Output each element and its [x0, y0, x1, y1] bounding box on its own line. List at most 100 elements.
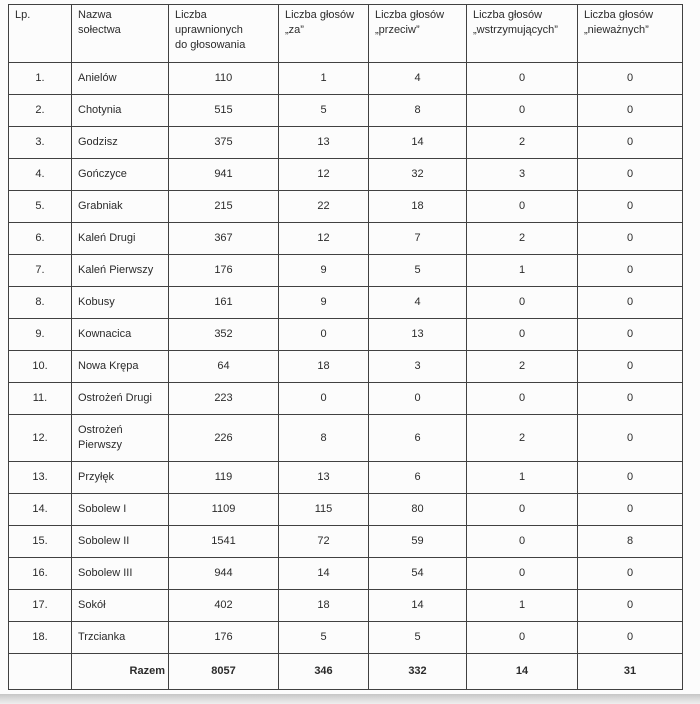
cell-votes-against: 5 — [368, 254, 467, 287]
table-row: 9. Kownacica 352 0 13 0 0 — [8, 318, 683, 351]
cell-votes-abstain: 0 — [466, 62, 578, 95]
cell-name: Przyłęk — [71, 461, 169, 494]
cell-votes-invalid: 0 — [577, 589, 683, 622]
cell-lp: 13. — [8, 461, 72, 494]
cell-votes-abstain: 0 — [466, 525, 578, 558]
table-row: 3. Godzisz 375 13 14 2 0 — [8, 126, 683, 159]
cell-votes-against: 6 — [368, 461, 467, 494]
cell-votes-abstain: 2 — [466, 126, 578, 159]
cell-name: Gończyce — [71, 158, 169, 191]
cell-votes-for: 1 — [278, 62, 369, 95]
cell-eligible: 1541 — [168, 525, 279, 558]
cell-votes-abstain: 1 — [466, 589, 578, 622]
table-row: 6. Kaleń Drugi 367 12 7 2 0 — [8, 222, 683, 255]
cell-lp: 7. — [8, 254, 72, 287]
cell-votes-for: 9 — [278, 254, 369, 287]
cell-votes-against: 59 — [368, 525, 467, 558]
table-row: 15. Sobolew II 1541 72 59 0 8 — [8, 525, 683, 558]
cell-lp: 18. — [8, 621, 72, 654]
cell-votes-invalid: 0 — [577, 286, 683, 319]
cell-votes-for: 18 — [278, 589, 369, 622]
cell-lp: 8. — [8, 286, 72, 319]
table-body: 1. Anielów 110 1 4 0 0 2. Chotynia 515 5 8 0 0 3. Godzi… — [8, 62, 683, 654]
cell-votes-against: 13 — [368, 318, 467, 351]
cell-votes-invalid: 0 — [577, 350, 683, 383]
column-header-votes-for: Liczba głosów „za” — [278, 4, 369, 63]
cell-name: Chotynia — [71, 94, 169, 127]
cell-votes-for: 13 — [278, 126, 369, 159]
cell-votes-against: 3 — [368, 350, 467, 383]
header-row: Lp. Nazwa sołectwa Liczba uprawnionych d… — [8, 4, 683, 63]
cell-votes-invalid: 0 — [577, 493, 683, 526]
cell-lp: 12. — [8, 414, 72, 462]
cell-name: Anielów — [71, 62, 169, 95]
cell-votes-invalid: 0 — [577, 158, 683, 191]
cell-votes-for: 115 — [278, 493, 369, 526]
cell-lp: 11. — [8, 382, 72, 415]
cell-lp: 5. — [8, 190, 72, 223]
cell-eligible: 367 — [168, 222, 279, 255]
cell-votes-for: 72 — [278, 525, 369, 558]
cell-votes-abstain: 0 — [466, 94, 578, 127]
table-row: 10. Nowa Krępa 64 18 3 2 0 — [8, 350, 683, 383]
cell-eligible: 944 — [168, 557, 279, 590]
cell-votes-abstain: 1 — [466, 254, 578, 287]
cell-eligible: 352 — [168, 318, 279, 351]
cell-votes-abstain: 2 — [466, 414, 578, 462]
scan-edge-shadow — [0, 694, 700, 704]
cell-votes-against: 14 — [368, 589, 467, 622]
table-row: 14. Sobolew I 1109 115 80 0 0 — [8, 493, 683, 526]
column-header-votes-invalid: Liczba głosów „nieważnych” — [577, 4, 683, 63]
cell-votes-abstain: 0 — [466, 493, 578, 526]
cell-votes-against: 0 — [368, 382, 467, 415]
cell-name: Nowa Krępa — [71, 350, 169, 383]
cell-votes-invalid: 0 — [577, 126, 683, 159]
cell-votes-against: 18 — [368, 190, 467, 223]
cell-votes-against: 6 — [368, 414, 467, 462]
table-row: 16. Sobolew III 944 14 54 0 0 — [8, 557, 683, 590]
cell-votes-against: 8 — [368, 94, 467, 127]
cell-lp: 16. — [8, 557, 72, 590]
total-cell-votes-for: 346 — [278, 653, 369, 690]
cell-lp: 6. — [8, 222, 72, 255]
cell-lp: 3. — [8, 126, 72, 159]
cell-eligible: 1109 — [168, 493, 279, 526]
cell-name: Kaleń Pierwszy — [71, 254, 169, 287]
cell-votes-against: 32 — [368, 158, 467, 191]
cell-eligible: 64 — [168, 350, 279, 383]
cell-votes-invalid: 0 — [577, 190, 683, 223]
cell-name: Kaleń Drugi — [71, 222, 169, 255]
cell-votes-abstain: 2 — [466, 350, 578, 383]
table-row: 8. Kobusy 161 9 4 0 0 — [8, 286, 683, 319]
table-row: 2. Chotynia 515 5 8 0 0 — [8, 94, 683, 127]
cell-name: Kobusy — [71, 286, 169, 319]
cell-eligible: 226 — [168, 414, 279, 462]
cell-votes-abstain: 2 — [466, 222, 578, 255]
cell-votes-against: 4 — [368, 62, 467, 95]
cell-lp: 10. — [8, 350, 72, 383]
table-row: 5. Grabniak 215 22 18 0 0 — [8, 190, 683, 223]
cell-name: Godzisz — [71, 126, 169, 159]
table-row: 12. Ostrożeń Pierwszy 226 8 6 2 0 — [8, 414, 683, 462]
cell-votes-abstain: 1 — [466, 461, 578, 494]
cell-eligible: 176 — [168, 254, 279, 287]
cell-votes-for: 8 — [278, 414, 369, 462]
table-row: 17. Sokół 402 18 14 1 0 — [8, 589, 683, 622]
cell-lp: 2. — [8, 94, 72, 127]
cell-votes-against: 5 — [368, 621, 467, 654]
cell-votes-for: 9 — [278, 286, 369, 319]
cell-eligible: 161 — [168, 286, 279, 319]
cell-eligible: 223 — [168, 382, 279, 415]
cell-votes-invalid: 0 — [577, 414, 683, 462]
cell-votes-invalid: 0 — [577, 557, 683, 590]
cell-votes-for: 5 — [278, 621, 369, 654]
table-header: Lp. Nazwa sołectwa Liczba uprawnionych d… — [8, 4, 683, 63]
cell-votes-against: 7 — [368, 222, 467, 255]
cell-name: Grabniak — [71, 190, 169, 223]
cell-votes-abstain: 0 — [466, 382, 578, 415]
total-cell-lp — [8, 653, 72, 690]
cell-votes-invalid: 0 — [577, 318, 683, 351]
cell-lp: 17. — [8, 589, 72, 622]
table-row: 1. Anielów 110 1 4 0 0 — [8, 62, 683, 95]
column-header-name: Nazwa sołectwa — [71, 4, 169, 63]
